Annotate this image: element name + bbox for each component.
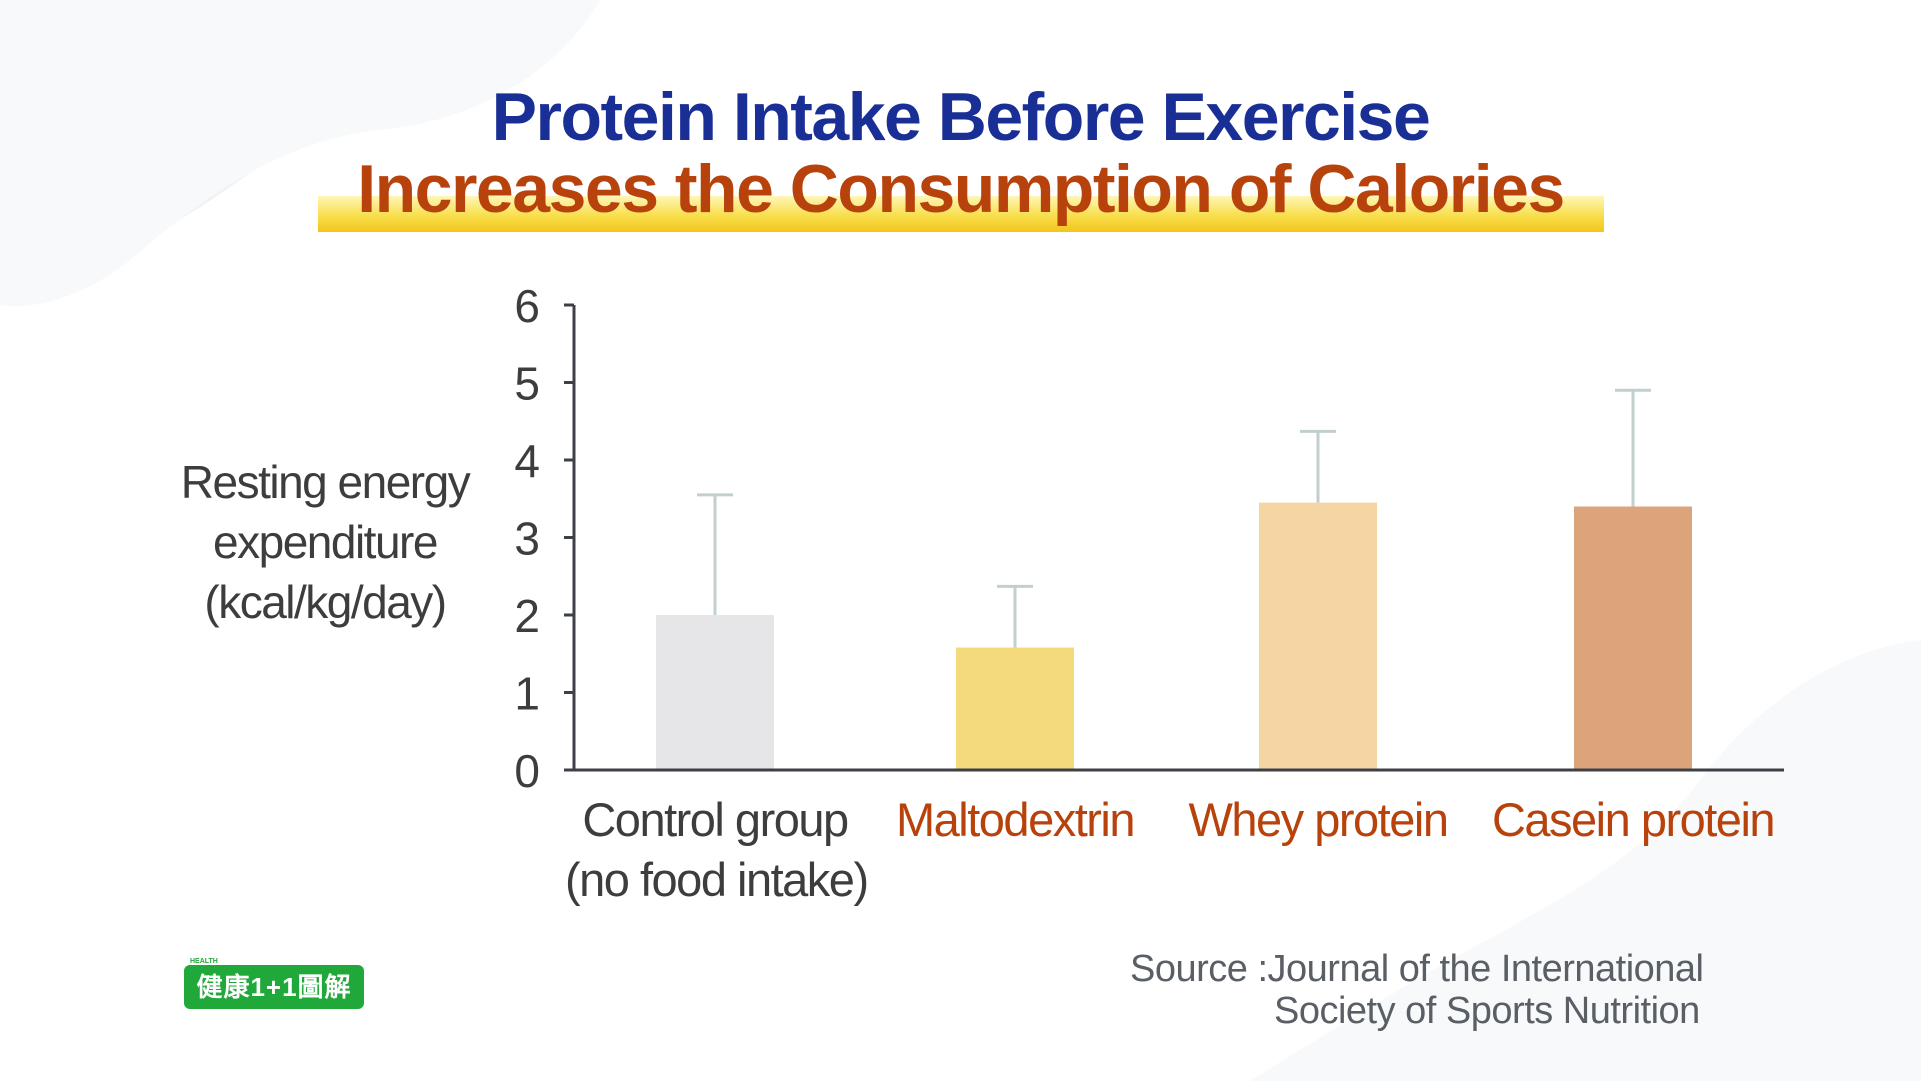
logo-tag: HEALTH [190, 958, 218, 965]
y-tick-label-6: 6 [514, 280, 540, 332]
x-category-label-1: Maltodextrin [865, 790, 1165, 850]
x-category-name-1: Maltodextrin [896, 793, 1136, 846]
y-tick-label-4: 4 [514, 435, 540, 487]
x-category-sublabel-0: (no food intake) [565, 853, 869, 906]
bar-3 [1574, 506, 1692, 770]
y-tick-label-2: 2 [514, 590, 540, 642]
x-category-label-3: Casein protein [1483, 790, 1783, 850]
chart-title-line2: Increases the Consumption of Calories [357, 151, 1565, 227]
bar-0 [656, 615, 774, 770]
y-tick-label-0: 0 [514, 745, 540, 797]
brand-logo: 健康1+1圖解 [184, 965, 364, 1009]
bar-1 [956, 647, 1074, 770]
y-tick-label-5: 5 [514, 358, 540, 410]
source-line2: Society of Sports Nutrition [1274, 990, 1700, 1032]
source-line1: Source :Journal of the International [1130, 948, 1704, 990]
x-category-name-2: Whey protein [1188, 793, 1449, 846]
bar-2 [1259, 502, 1377, 770]
title-highlight-bar [318, 196, 1604, 232]
x-category-name-3: Casein protein [1491, 793, 1776, 846]
x-category-name-0: Control group [582, 793, 849, 846]
y-tick-label-1: 1 [514, 668, 540, 720]
y-axis-label: Resting energy expenditure (kcal/kg/day) [180, 456, 471, 628]
x-category-label-0: Control group (no food intake) [565, 790, 869, 910]
x-category-label-2: Whey protein [1168, 790, 1468, 850]
chart-title-line1: Protein Intake Before Exercise [491, 79, 1431, 155]
source-citation: Source :Journal of the International Soc… [1130, 948, 1704, 1032]
y-tick-label-3: 3 [514, 513, 540, 565]
